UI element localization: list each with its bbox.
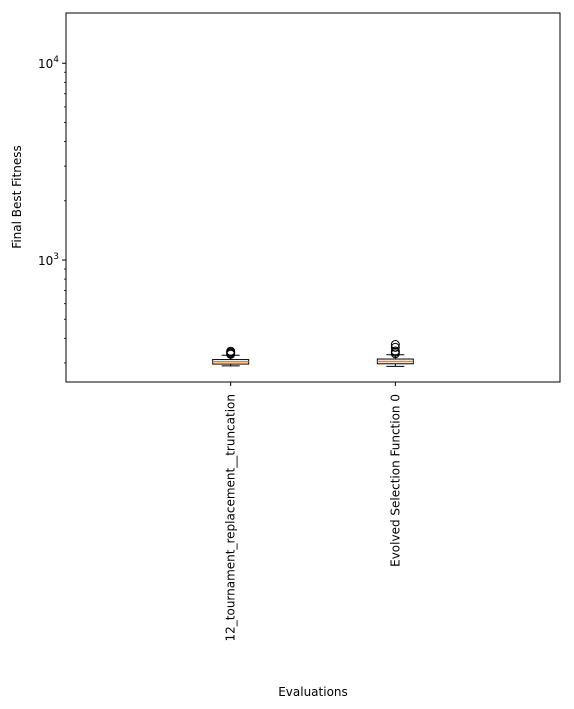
y-tick-label: 103 xyxy=(38,252,59,268)
y-axis-label: Final Best Fitness xyxy=(10,145,24,248)
outlier-point xyxy=(390,342,400,352)
y-tick-label-base: 10 xyxy=(38,254,53,268)
x-tick-label: 12_tournament_replacement__truncation xyxy=(224,394,238,642)
y-tick-label-base: 10 xyxy=(38,57,53,71)
y-tick-label: 104 xyxy=(38,55,59,71)
y-tick-label-exponent: 4 xyxy=(53,55,59,65)
outlier-point xyxy=(390,340,400,350)
y-tick-label-exponent: 3 xyxy=(53,252,59,262)
x-tick-label: Evolved Selection Function 0 xyxy=(388,394,402,567)
outlier-point xyxy=(390,346,400,356)
outlier-point xyxy=(226,346,236,356)
plot-frame xyxy=(65,12,561,383)
x-axis-label: Evaluations xyxy=(278,685,348,699)
plot-marks xyxy=(212,340,414,367)
x-axis-ticks: 12_tournament_replacement__truncation Evo… xyxy=(224,382,402,642)
